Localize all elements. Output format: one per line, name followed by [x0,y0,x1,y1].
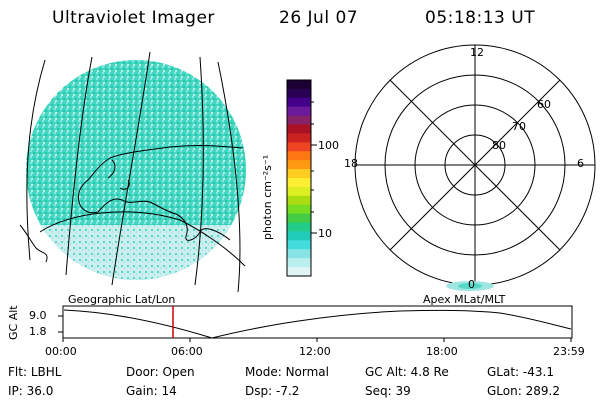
altitude-y-tick-low: 1.8 [29,325,47,338]
colorbar-frame [286,79,312,277]
status-glon: GLon: 289.2 [487,384,560,398]
colorbar [286,79,312,277]
status-gc-alt: GC Alt: 4.8 Re [365,365,449,379]
status-ip: IP: 36.0 [8,384,54,398]
status-door: Door: Open [126,365,195,379]
colorbar-segment [287,222,311,233]
time-tick-0000: 00:00 [45,345,77,358]
colorbar-segment [287,88,311,99]
polar-label-0: 0 [468,278,475,291]
colorbar-segment [287,213,311,224]
colorbar-tick-10: 10 [318,227,332,240]
status-filter: Flt: LBHL [8,365,62,379]
colorbar-segment [287,186,311,197]
colorbar-segment [287,133,311,143]
time-tick-0600: 06:00 [171,345,203,358]
status-dsp: Dsp: -7.2 [245,384,300,398]
polar-lat-60: 60 [537,98,551,111]
colorbar-unit-label: photon cm⁻²s⁻¹ [261,154,274,240]
altitude-x-ticks [58,315,572,342]
altitude-y-tick-high: 9.0 [29,309,47,322]
colorbar-segment [287,258,311,268]
altitude-axis-title: GC Alt [7,305,20,340]
colorbar-tick-100: 100 [318,139,339,152]
colorbar-segment [287,80,311,90]
polar-label-12: 12 [470,46,484,59]
date-label: 26 Jul 07 [279,8,359,28]
time-tick-1800: 18:00 [426,345,458,358]
colorbar-segment [287,249,311,259]
status-seq: Seq: 39 [365,384,411,398]
colorbar-segment [287,124,311,135]
colorbar-segment [287,169,311,179]
status-mode: Mode: Normal [245,365,329,379]
status-glat: GLat: -43.1 [487,365,554,379]
time-tick-1200: 12:00 [299,345,331,358]
colorbar-segment [287,204,311,215]
polar-lat-70: 70 [512,120,526,133]
apex-coord-label: Apex MLat/MLT [423,293,506,306]
colorbar-segment [287,195,311,206]
time-tick-2359: 23:59 [553,345,585,358]
altitude-curve [63,309,572,339]
polar-label-6: 6 [577,157,584,170]
uv-disc [26,60,246,280]
polar-lat-80: 80 [492,139,506,152]
status-gain: Gain: 14 [126,384,177,398]
instrument-title: Ultraviolet Imager [52,8,215,28]
altitude-plot-frame [62,305,573,339]
colorbar-ticks [311,101,317,234]
colorbar-segment [287,267,311,277]
coastline [19,144,244,263]
colorbar-segment [287,151,311,161]
geo-latitude-line [39,211,246,267]
colorbar-segment [287,97,311,108]
polar-label-18: 18 [344,157,358,170]
colorbar-segment [287,178,311,188]
colorbar-segment [287,240,311,250]
colorbar-segment [287,160,311,170]
colorbar-segment [287,115,311,126]
colorbar-segment [287,142,311,152]
polar-grid [354,44,596,286]
time-label: 05:18:13 UT [425,8,536,28]
geo-coord-label: Geographic Lat/Lon [68,293,176,306]
colorbar-segment [287,231,311,241]
geo-meridians [26,51,241,293]
colorbar-segment [287,106,311,117]
